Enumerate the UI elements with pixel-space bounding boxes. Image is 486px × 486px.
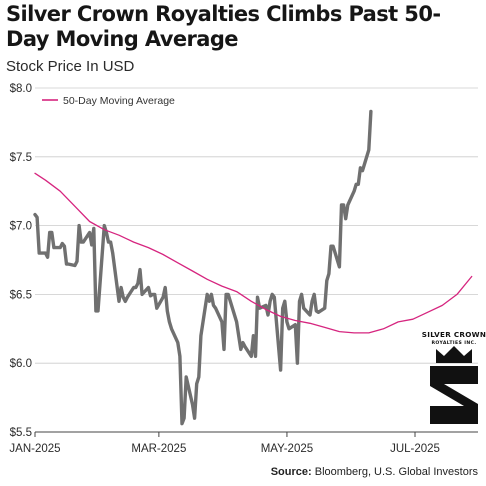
chart-title: Silver Crown Royalties Climbs Past 50-Da… <box>6 2 441 51</box>
y-tick-label: $5.5 <box>10 427 32 439</box>
x-tick-label: JAN-2025 <box>9 443 60 455</box>
y-tick-label: $7.5 <box>10 152 32 164</box>
y-axis-unit-label: Stock Price In USD <box>6 58 135 75</box>
chart-series <box>33 109 473 426</box>
stock-price-line <box>33 109 373 426</box>
x-tick-label: JUL-2025 <box>390 443 440 455</box>
source-note: Source: Bloomberg, U.S. Global Investors <box>271 466 478 478</box>
s-block-shape <box>430 366 478 424</box>
grid-lines <box>35 87 478 364</box>
y-tick-label: $7.0 <box>10 221 32 233</box>
legend-label: 50-Day Moving Average <box>63 95 175 107</box>
crown-shape <box>436 346 472 363</box>
y-tick-label: $6.0 <box>10 358 32 370</box>
logo-text-line2: ROYALTIES INC. <box>431 340 476 346</box>
logo-text-line1: SILVER CROWN <box>422 330 486 339</box>
x-tick-label: MAR-2025 <box>131 443 186 455</box>
moving-average-line <box>34 172 473 334</box>
source-text: Bloomberg, U.S. Global Investors <box>314 466 478 478</box>
y-tick-label: $8.0 <box>10 83 32 95</box>
crown-s-logo-icon <box>430 346 478 424</box>
source-label: Source: <box>270 466 312 478</box>
legend: 50-Day Moving Average <box>42 95 175 107</box>
x-axis: JAN-2025 MAR-2025 MAY-2025 JUL-2025 <box>9 431 478 455</box>
y-tick-label: $6.5 <box>10 289 32 301</box>
y-axis-ticks: $5.5 $6.0 $6.5 $7.0 $7.5 $8.0 <box>10 83 32 439</box>
x-tick-label: MAY-2025 <box>261 443 313 455</box>
